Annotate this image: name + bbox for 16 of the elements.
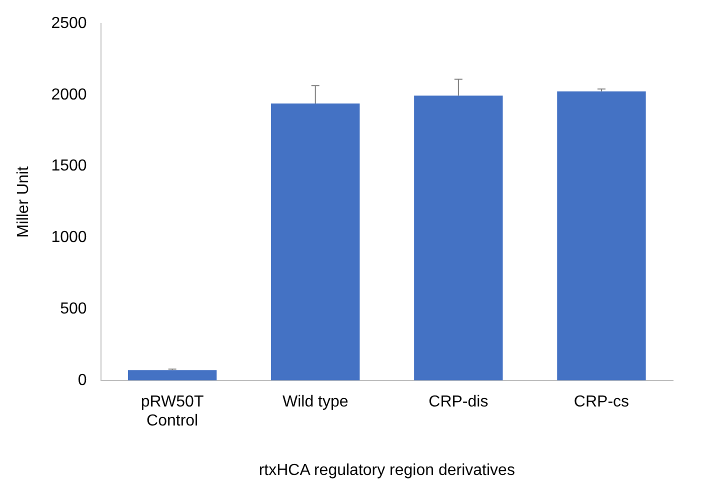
bar [271,104,360,380]
x-axis-title: rtxHCA regulatory region derivatives [258,462,515,479]
y-tick-label: 500 [60,300,87,318]
y-axis-title: Miller Unit [15,166,32,238]
y-tick-label: 2500 [51,15,87,32]
x-tick-label: pRW50T Control [140,393,204,430]
x-tick-label: Wild type [282,393,348,410]
bar [414,96,503,380]
y-tick-label: 2000 [51,86,87,104]
x-tick-label: CRP-cs [574,393,630,410]
bar [557,91,646,380]
y-tick-label: 1000 [51,229,87,246]
bar [128,370,217,380]
y-tick-label: 0 [78,372,87,389]
y-tick-label: 1500 [51,158,87,175]
x-tick-label: CRP-dis [428,393,488,410]
